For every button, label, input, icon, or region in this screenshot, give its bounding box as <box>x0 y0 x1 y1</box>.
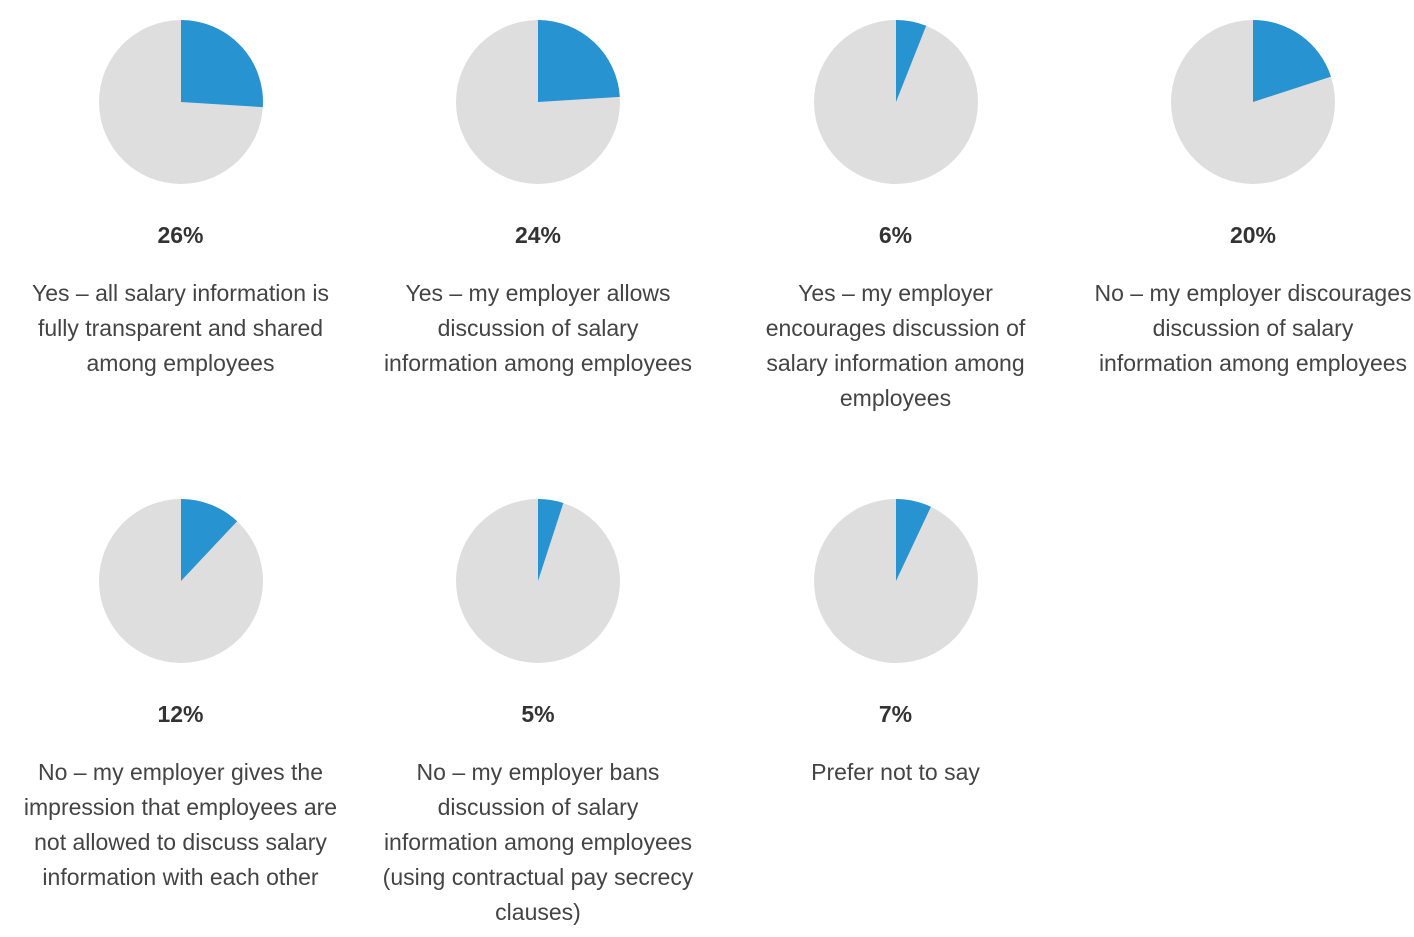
pie-chart <box>98 20 263 184</box>
pie-slice-value <box>180 499 237 581</box>
pie-chart-item: 26% Yes – all salary information is fully… <box>2 0 359 381</box>
percent-label: 5% <box>521 701 555 727</box>
pie-chart <box>456 499 620 663</box>
answer-label: No – my employer gives the impression th… <box>23 759 338 890</box>
pie-slice-value <box>180 20 263 108</box>
answer-label: No – my employer discourages discussion … <box>1094 280 1412 376</box>
pie-slice-value <box>538 20 620 102</box>
answer-label: Prefer not to say <box>811 759 980 785</box>
pie-slice-value <box>895 499 931 581</box>
pie-chart-item: 12% No – my employer gives the impression… <box>2 479 359 895</box>
pie-slice-value <box>1253 20 1331 102</box>
percent-label: 6% <box>878 222 913 248</box>
pie-chart <box>1171 20 1335 184</box>
pie-chart <box>456 20 620 184</box>
answer-label: Yes – my employer allows discussion of s… <box>383 280 693 376</box>
answer-label: No – my employer bans discussion of sala… <box>382 759 694 925</box>
answer-label: Yes – my employer encourages discussion … <box>765 280 1026 411</box>
pie-chart-item: 24% Yes – my employer allows discussion o… <box>360 0 717 381</box>
pie-chart-item: 5% No – my employer bans discussion of sa… <box>360 479 717 930</box>
answer-label: Yes – all salary information is fully tr… <box>31 280 329 376</box>
pie-chart-item: 20% No – my employer discourages discussi… <box>1075 0 1414 381</box>
pie-chart <box>813 20 978 184</box>
pie-slice-value <box>895 20 926 102</box>
pie-chart-item: 7% Prefer not to say <box>717 479 1074 790</box>
pie-slice-value <box>538 499 564 581</box>
pie-chart <box>98 499 263 663</box>
percent-label: 24% <box>514 222 562 248</box>
pie-chart <box>813 499 978 663</box>
percent-label: 26% <box>157 222 204 248</box>
percent-label: 12% <box>157 701 204 727</box>
percent-label: 7% <box>878 701 913 727</box>
pie-chart-item: 6% Yes – my employer encourages discussio… <box>717 0 1074 416</box>
percent-label: 20% <box>1229 222 1277 248</box>
